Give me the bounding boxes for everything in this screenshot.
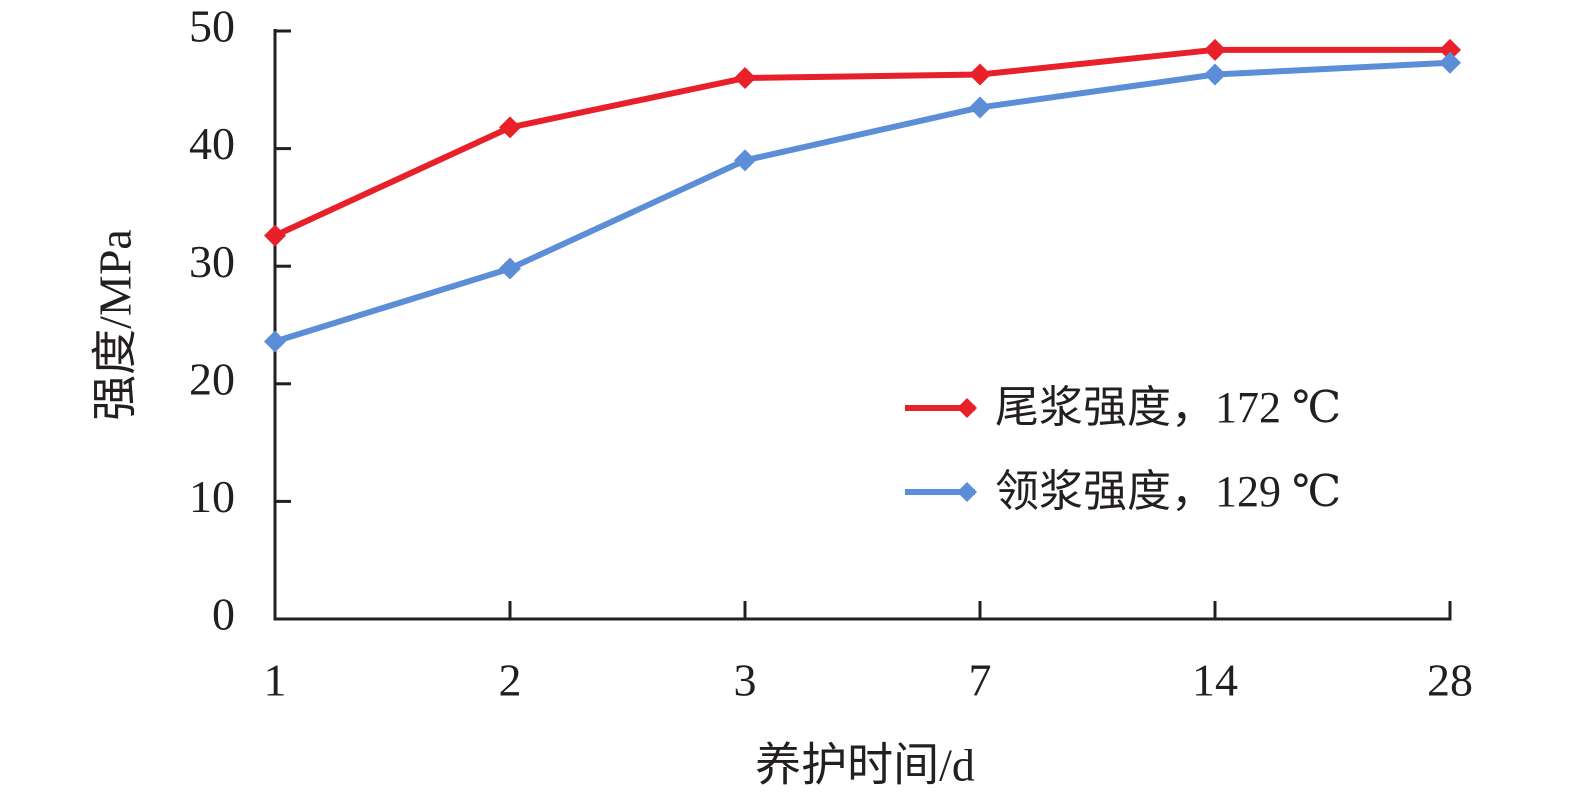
legend-text: 领浆强度，129 ℃ bbox=[995, 467, 1341, 516]
data-point bbox=[969, 63, 991, 86]
data-point bbox=[264, 224, 286, 247]
series-line bbox=[274, 59, 1451, 345]
legend-marker bbox=[957, 482, 977, 502]
y-tick-label: 20 bbox=[189, 353, 235, 404]
legend-text: 尾浆强度，172 ℃ bbox=[995, 383, 1341, 432]
y-tick-label: 50 bbox=[189, 1, 235, 52]
data-point bbox=[1439, 38, 1461, 61]
y-axis-label: 强度/MPa bbox=[90, 229, 141, 421]
data-point bbox=[969, 96, 991, 119]
x-tick-label: 7 bbox=[969, 655, 992, 706]
x-tick-label: 2 bbox=[499, 655, 522, 706]
data-point bbox=[1439, 51, 1461, 74]
y-tick-label: 10 bbox=[189, 471, 235, 522]
y-tick-label: 0 bbox=[212, 589, 235, 640]
data-point bbox=[734, 67, 756, 90]
x-tick-label: 14 bbox=[1192, 655, 1238, 706]
x-tick-label: 28 bbox=[1427, 655, 1473, 706]
data-point bbox=[734, 149, 756, 172]
x-axis-label: 养护时间/d bbox=[755, 740, 975, 791]
data-point bbox=[499, 257, 521, 280]
x-tick-label: 1 bbox=[264, 655, 287, 706]
legend-marker bbox=[957, 398, 977, 418]
y-tick-label: 30 bbox=[189, 236, 235, 287]
series-line bbox=[273, 46, 1450, 239]
data-point bbox=[1204, 63, 1226, 86]
data-point bbox=[264, 330, 286, 353]
data-point bbox=[1204, 38, 1226, 61]
data-point bbox=[499, 116, 521, 139]
y-tick-label: 40 bbox=[189, 118, 235, 169]
x-tick-label: 3 bbox=[734, 655, 757, 706]
